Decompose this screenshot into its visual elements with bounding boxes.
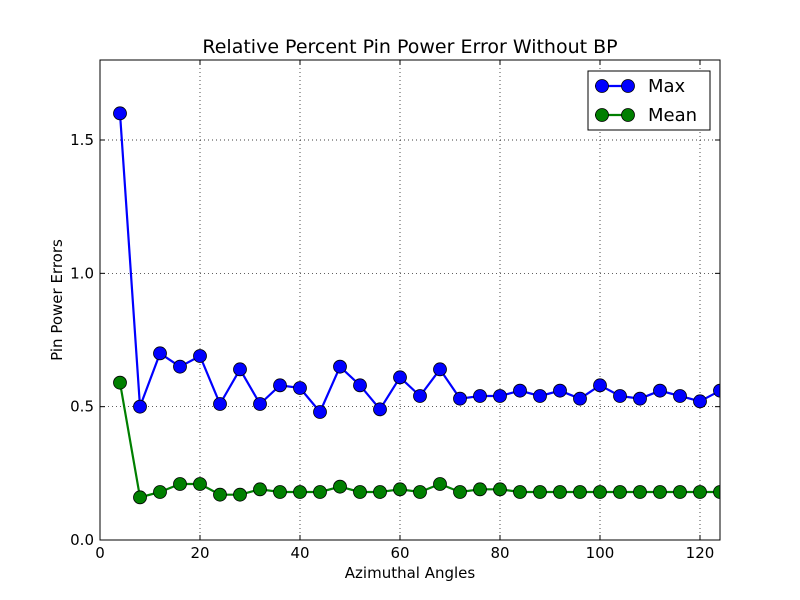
x-tick-label: 20 <box>190 544 209 562</box>
data-point-max <box>333 359 347 374</box>
data-point-max <box>293 381 307 395</box>
data-point-mean <box>553 485 567 499</box>
legend-label-max: Max <box>648 76 686 97</box>
legend-marker-max <box>595 79 609 93</box>
data-point-max <box>513 383 527 398</box>
data-point-mean <box>633 485 647 499</box>
y-tick-label: 1.0 <box>70 264 94 282</box>
data-point-mean <box>173 477 187 491</box>
data-point-max <box>553 383 567 398</box>
series-max <box>113 106 720 419</box>
series-layer <box>113 106 720 505</box>
data-point-max <box>573 391 587 406</box>
data-point-max <box>373 402 387 417</box>
data-point-max <box>213 397 227 411</box>
legend-marker-mean <box>595 108 609 122</box>
data-point-max <box>393 370 407 385</box>
data-point-mean <box>413 485 427 499</box>
data-point-mean <box>673 485 687 499</box>
series-mean <box>113 375 720 505</box>
x-tick-label: 0 <box>95 544 105 562</box>
y-axis-label: Pin Power Errors <box>48 239 66 361</box>
plot-frame <box>99 59 721 541</box>
data-point-max <box>353 378 367 393</box>
axis-ticks: 0 20 40 60 80 100 120 0.0 0.5 1.0 1.5 <box>70 60 720 562</box>
data-point-mean <box>253 482 267 497</box>
data-point-mean <box>193 477 207 491</box>
data-point-max <box>493 389 507 403</box>
x-tick-label: 60 <box>390 544 409 562</box>
grid <box>100 60 720 540</box>
data-point-max <box>313 405 327 419</box>
data-point-mean <box>613 485 627 499</box>
legend: Max Mean <box>587 70 711 131</box>
data-point-max <box>273 378 287 393</box>
data-point-mean <box>693 485 707 499</box>
data-point-max <box>613 389 627 403</box>
data-point-max <box>433 362 447 377</box>
y-tick-label: 0.5 <box>70 398 94 416</box>
data-point-max <box>233 362 247 377</box>
data-point-mean <box>213 487 227 502</box>
data-point-max <box>633 391 647 406</box>
data-point-max <box>453 391 467 406</box>
data-point-max <box>533 389 547 403</box>
data-point-max <box>413 389 427 403</box>
data-point-mean <box>533 485 547 499</box>
legend-frame <box>587 70 711 131</box>
data-point-max <box>153 346 167 361</box>
chart-title: Relative Percent Pin Power Error Without… <box>202 36 617 58</box>
data-point-mean <box>353 485 367 499</box>
data-point-mean <box>653 485 667 499</box>
data-point-max <box>193 349 207 363</box>
y-tick-label: 1.5 <box>70 131 94 149</box>
legend-marker-max <box>621 79 635 93</box>
legend-marker-mean <box>621 108 635 122</box>
series-line-max <box>118 113 720 414</box>
data-point-mean <box>273 485 287 499</box>
data-point-mean <box>473 482 487 497</box>
data-point-mean <box>493 482 507 497</box>
data-point-mean <box>333 479 347 494</box>
data-point-max <box>593 378 607 393</box>
data-point-mean <box>593 485 607 499</box>
data-point-max <box>133 399 147 414</box>
data-point-mean <box>573 485 587 499</box>
data-point-mean <box>313 485 327 499</box>
legend-label-mean: Mean <box>648 105 697 126</box>
data-point-mean <box>433 477 447 491</box>
data-point-max <box>653 383 667 398</box>
data-point-mean <box>453 485 467 499</box>
data-point-mean <box>373 485 387 499</box>
data-point-mean <box>133 490 147 505</box>
data-point-mean <box>393 482 407 497</box>
data-point-max <box>713 383 720 398</box>
data-point-mean <box>713 485 720 499</box>
x-tick-label: 80 <box>490 544 509 562</box>
x-tick-label: 100 <box>586 544 615 562</box>
y-tick-label: 0.0 <box>70 531 94 549</box>
data-point-max <box>673 389 687 403</box>
x-tick-label: 120 <box>686 544 715 562</box>
data-point-max <box>173 359 187 374</box>
data-point-mean <box>113 375 127 390</box>
x-axis-label: Azimuthal Angles <box>345 564 476 582</box>
data-point-max <box>253 397 267 411</box>
data-point-max <box>693 394 707 409</box>
data-point-max <box>473 389 487 403</box>
data-point-mean <box>293 485 307 499</box>
data-point-mean <box>233 487 247 502</box>
data-point-mean <box>153 485 167 499</box>
x-tick-label: 40 <box>290 544 309 562</box>
data-point-mean <box>513 485 527 499</box>
data-point-max <box>113 106 127 121</box>
